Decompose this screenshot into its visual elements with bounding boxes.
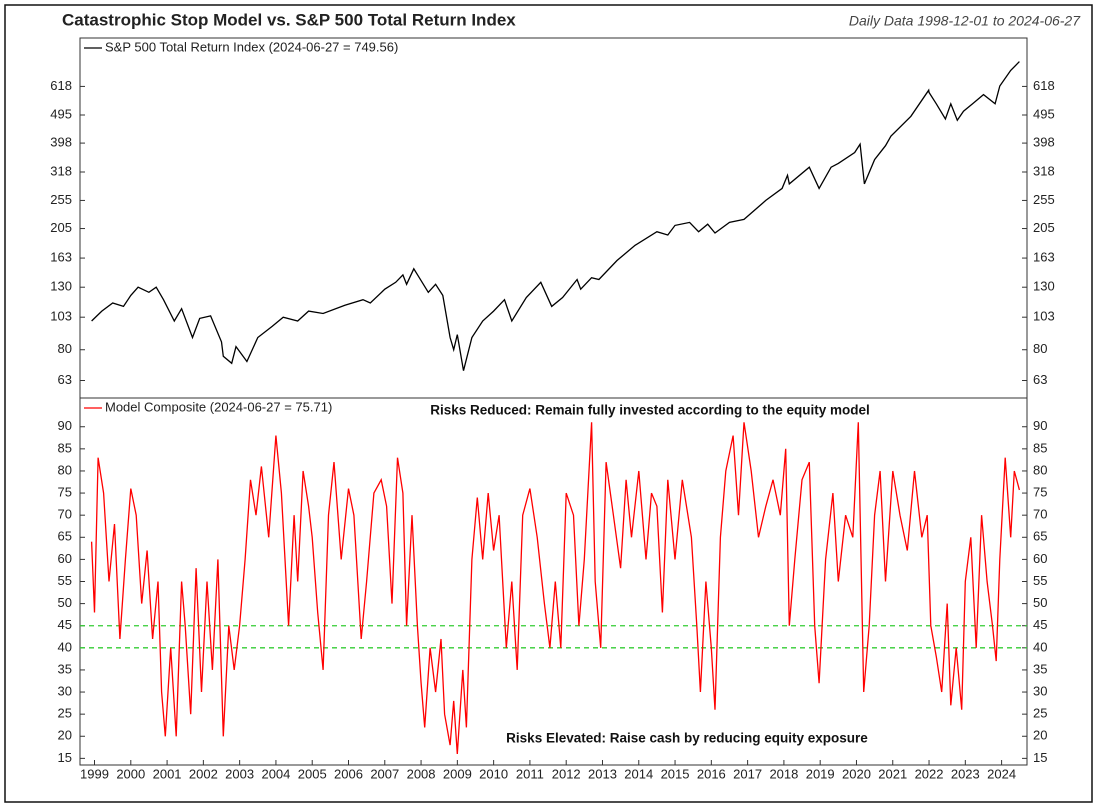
data-line [90, 422, 1021, 754]
x-tick-label: 2017 [733, 766, 762, 781]
x-tick-label: 2001 [153, 766, 182, 781]
y-tick-label: 45 [1033, 617, 1047, 632]
y-tick-label: 40 [58, 639, 72, 654]
y-tick-label: 130 [50, 279, 72, 294]
x-tick-label: 2015 [661, 766, 690, 781]
y-tick-label: 55 [1033, 573, 1047, 588]
y-tick-label: 398 [50, 135, 72, 150]
chart-title: Catastrophic Stop Model vs. S&P 500 Tota… [62, 10, 516, 29]
x-tick-label: 2022 [915, 766, 944, 781]
y-tick-label: 618 [50, 78, 72, 93]
y-tick-label: 50 [1033, 595, 1047, 610]
annotation: Risks Reduced: Remain fully invested acc… [430, 403, 870, 418]
y-tick-label: 255 [50, 192, 72, 207]
y-tick-label: 75 [1033, 485, 1047, 500]
x-tick-label: 2024 [987, 766, 1016, 781]
y-tick-label: 60 [58, 551, 72, 566]
x-tick-label: 2010 [479, 766, 508, 781]
y-tick-label: 103 [1033, 309, 1055, 324]
frame [4, 4, 1093, 803]
y-tick-label: 55 [58, 573, 72, 588]
chart-subtitle: Daily Data 1998-12-01 to 2024-06-27 [849, 13, 1081, 29]
y-tick-label: 65 [1033, 529, 1047, 544]
x-tick-label: 2020 [842, 766, 871, 781]
x-tick-label: 2013 [588, 766, 617, 781]
y-tick-label: 318 [1033, 163, 1055, 178]
y-tick-label: 20 [1033, 728, 1047, 743]
y-tick-label: 80 [58, 341, 72, 356]
y-tick-label: 495 [1033, 106, 1055, 121]
y-tick-label: 25 [58, 706, 72, 721]
annotation: Risks Elevated: Raise cash by reducing e… [506, 731, 868, 746]
y-tick-label: 70 [1033, 507, 1047, 522]
x-tick-label: 2021 [878, 766, 907, 781]
y-tick-label: 60 [1033, 551, 1047, 566]
legend-label: Model Composite (2024-06-27 = 75.71) [105, 399, 332, 414]
x-tick-label: 2004 [261, 766, 290, 781]
y-tick-label: 90 [58, 418, 72, 433]
data-line [91, 61, 1020, 371]
x-tick-label: 2012 [552, 766, 581, 781]
x-tick-label: 2016 [697, 766, 726, 781]
x-tick-label: 2000 [116, 766, 145, 781]
y-tick-label: 75 [58, 485, 72, 500]
y-tick-label: 63 [1033, 372, 1047, 387]
y-tick-label: 15 [58, 750, 72, 765]
y-tick-label: 255 [1033, 192, 1055, 207]
y-tick-label: 318 [50, 163, 72, 178]
y-tick-label: 35 [1033, 661, 1047, 676]
y-tick-label: 398 [1033, 135, 1055, 150]
x-tick-label: 2018 [769, 766, 798, 781]
legend-label: S&P 500 Total Return Index (2024-06-27 =… [105, 39, 398, 54]
y-tick-label: 205 [1033, 220, 1055, 235]
y-tick-label: 80 [1033, 462, 1047, 477]
x-tick-label: 2002 [189, 766, 218, 781]
x-tick-label: 1999 [80, 766, 109, 781]
plot-frame [79, 37, 1028, 766]
x-tick-label: 2007 [370, 766, 399, 781]
y-tick-label: 85 [58, 440, 72, 455]
x-tick-label: 2009 [443, 766, 472, 781]
y-tick-label: 80 [58, 462, 72, 477]
y-tick-label: 163 [1033, 250, 1055, 265]
y-tick-label: 25 [1033, 706, 1047, 721]
y-tick-label: 30 [58, 683, 72, 698]
x-tick-label: 2023 [951, 766, 980, 781]
x-tick-label: 2014 [624, 766, 653, 781]
y-tick-label: 35 [58, 661, 72, 676]
y-tick-label: 30 [1033, 683, 1047, 698]
y-tick-label: 163 [50, 250, 72, 265]
y-tick-label: 50 [58, 595, 72, 610]
y-tick-label: 15 [1033, 750, 1047, 765]
y-tick-label: 103 [50, 309, 72, 324]
y-tick-label: 20 [58, 728, 72, 743]
y-tick-label: 130 [1033, 279, 1055, 294]
y-tick-label: 80 [1033, 341, 1047, 356]
x-tick-label: 2006 [334, 766, 363, 781]
y-tick-label: 70 [58, 507, 72, 522]
y-tick-label: 45 [58, 617, 72, 632]
y-tick-label: 90 [1033, 418, 1047, 433]
y-tick-label: 618 [1033, 78, 1055, 93]
y-tick-label: 63 [58, 372, 72, 387]
x-tick-label: 2008 [407, 766, 436, 781]
x-tick-label: 2005 [298, 766, 327, 781]
x-tick-label: 2003 [225, 766, 254, 781]
y-tick-label: 495 [50, 106, 72, 121]
y-tick-label: 40 [1033, 639, 1047, 654]
y-tick-label: 85 [1033, 440, 1047, 455]
x-tick-label: 2019 [806, 766, 835, 781]
y-tick-label: 65 [58, 529, 72, 544]
y-tick-label: 205 [50, 220, 72, 235]
x-tick-label: 2011 [516, 766, 544, 781]
